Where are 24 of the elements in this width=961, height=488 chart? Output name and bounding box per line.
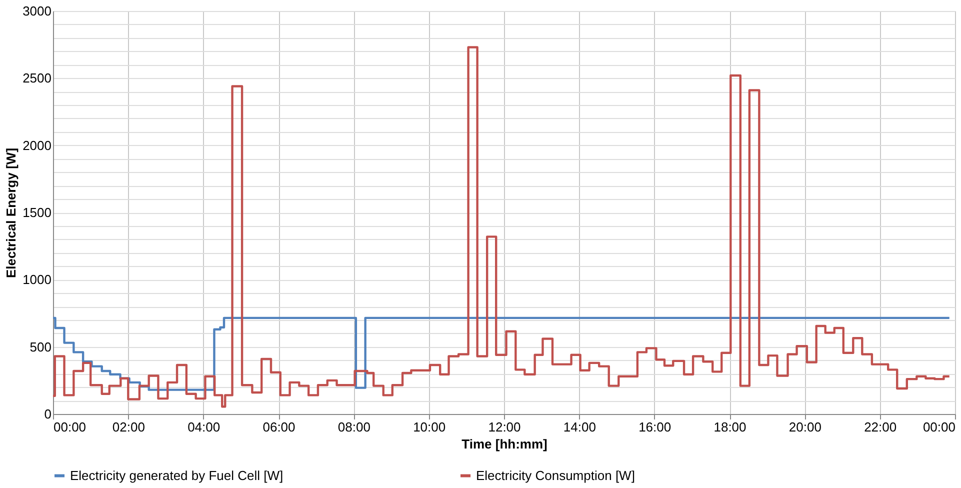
x-axis-title: Time [hh:mm] <box>462 436 548 452</box>
y-axis-title: Electrical Energy [W] <box>4 148 19 278</box>
x-tick-label: 06:00 <box>262 420 296 434</box>
x-tick-label: 20:00 <box>788 420 822 434</box>
y-tick-label: 500 <box>30 339 52 354</box>
y-tick-label: 1500 <box>22 205 52 220</box>
x-tick-label: 00:00 <box>922 420 956 434</box>
legend-label: Electricity generated by Fuel Cell [W] <box>70 468 284 483</box>
x-tick-label: 22:00 <box>864 420 897 434</box>
x-tick-label: 02:00 <box>112 420 145 434</box>
x-tick-label: 00:00 <box>54 420 86 434</box>
y-tick-label: 2500 <box>22 70 52 86</box>
x-tick-label: 10:00 <box>413 420 446 434</box>
y-tick-label: 1000 <box>22 272 52 288</box>
x-tick-label: 16:00 <box>638 420 672 434</box>
x-tick-label: 08:00 <box>338 420 370 434</box>
y-tick-label: 2000 <box>22 138 52 153</box>
y-tick-label: 0 <box>44 406 52 422</box>
x-tick-label: 04:00 <box>188 420 220 434</box>
x-tick-label: 18:00 <box>714 420 746 434</box>
y-tick-label: 3000 <box>22 4 52 18</box>
x-tick-label: 12:00 <box>488 420 521 434</box>
x-tick-label: 14:00 <box>563 420 596 434</box>
legend-label: Electricity Consumption [W] <box>476 468 635 483</box>
